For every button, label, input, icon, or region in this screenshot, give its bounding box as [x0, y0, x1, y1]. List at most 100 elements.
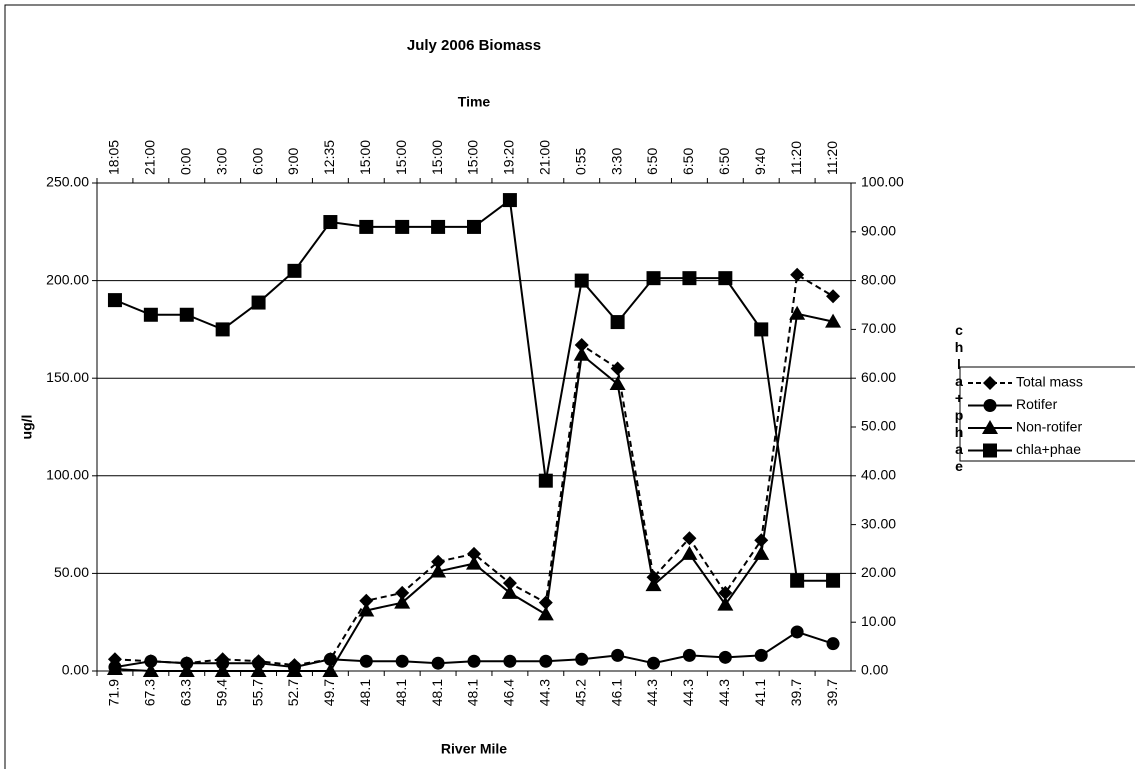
x-tick-label: 59.4	[213, 679, 229, 706]
marker-triangle	[501, 584, 518, 599]
marker-square	[107, 293, 122, 308]
marker-square	[502, 193, 517, 208]
marker-triangle	[825, 313, 842, 328]
marker-circle	[431, 656, 445, 670]
marker-circle	[144, 654, 158, 668]
y-tick-label: 250.00	[46, 174, 89, 190]
x-tick-label: 48.1	[393, 679, 409, 706]
marker-circle	[395, 654, 409, 668]
x2-axis-title: Time	[458, 94, 491, 110]
marker-square	[467, 219, 481, 234]
x-tick-label: 39.7	[788, 679, 804, 706]
marker-triangle	[789, 305, 806, 320]
marker-triangle	[609, 376, 626, 391]
x-tick-label: 45.2	[572, 679, 588, 706]
marker-diamond	[790, 267, 805, 282]
x-tick-label: 49.7	[321, 679, 337, 706]
series-line	[114, 198, 834, 582]
marker-triangle	[214, 663, 231, 677]
marker-square	[718, 271, 733, 286]
x-tick-label: 44.3	[680, 679, 696, 706]
x2-tick-label: 21:00	[537, 140, 553, 175]
marker-square	[646, 271, 661, 286]
marker-circle	[826, 637, 840, 651]
y2-tick-label: 80.00	[861, 271, 896, 287]
marker-diamond	[538, 595, 553, 610]
x2-tick-label: 3:30	[608, 148, 624, 175]
x2-tick-label: 15:00	[465, 140, 481, 175]
marker-triangle	[142, 663, 159, 677]
y-tick-label: 200.00	[46, 271, 89, 287]
y2-tick-label: 100.00	[861, 174, 904, 190]
marker-square	[538, 473, 553, 488]
x-tick-label: 67.3	[142, 679, 158, 706]
marker-circle	[647, 656, 661, 670]
x2-tick-label: 9:00	[285, 148, 301, 175]
y-tick-label: 150.00	[46, 369, 89, 385]
x-tick-label: 48.1	[429, 679, 445, 706]
marker-square	[431, 219, 446, 234]
marker-triangle	[106, 661, 123, 676]
x-tick-label: 46.4	[501, 679, 517, 706]
x2-tick-label: 6:50	[716, 148, 732, 175]
x2-tick-label: 0:55	[572, 148, 588, 175]
legend: Total mass Rotifer Non-rotifer chla+phae	[959, 366, 1135, 462]
marker-triangle	[358, 602, 375, 617]
marker-triangle	[753, 545, 770, 560]
marker-diamond	[718, 585, 733, 600]
marker-diamond	[983, 376, 997, 390]
x-tick-label: 44.3	[716, 679, 732, 706]
marker-circle	[503, 654, 517, 668]
marker-circle	[359, 654, 373, 668]
marker-triangle	[430, 563, 447, 578]
x2-tick-label: 12:35	[321, 140, 337, 175]
x-axis-title: River Mile	[441, 741, 507, 757]
marker-square	[287, 263, 302, 278]
marker-triangle	[982, 420, 998, 434]
y-tick-label: 100.00	[46, 467, 89, 483]
x2-tick-label: 15:00	[429, 140, 445, 175]
marker-diamond	[574, 338, 589, 353]
x-tick-label: 46.1	[608, 679, 624, 706]
marker-square	[359, 219, 374, 234]
y2-tick-label: 60.00	[861, 369, 896, 385]
y2-tick-label: 10.00	[861, 613, 896, 629]
x2-tick-label: 6:50	[680, 148, 696, 175]
marker-square	[215, 322, 230, 337]
y2-tick-label: 90.00	[861, 223, 896, 239]
legend-label: Non-rotifer	[1016, 419, 1082, 435]
marker-circle	[682, 648, 696, 662]
marker-diamond	[502, 576, 517, 591]
marker-diamond	[682, 531, 697, 546]
marker-circle	[718, 650, 732, 664]
x2-tick-label: 0:00	[177, 148, 193, 175]
marker-square	[179, 307, 194, 322]
legend-label: chla+phae	[1016, 441, 1081, 457]
y-tick-label: 50.00	[54, 564, 89, 580]
marker-diamond	[610, 361, 625, 376]
x-tick-label: 71.9	[106, 679, 122, 706]
marker-square	[143, 307, 158, 322]
marker-diamond	[826, 289, 841, 304]
legend-label: Total mass	[1016, 374, 1083, 390]
x-tick-label: 41.1	[752, 679, 768, 706]
y2-tick-label: 70.00	[861, 320, 896, 336]
marker-triangle	[645, 577, 662, 592]
x2-tick-label: 15:00	[393, 140, 409, 175]
x-tick-label: 39.7	[824, 679, 840, 706]
series-line	[114, 273, 834, 667]
y2-tick-label: 0.00	[861, 662, 888, 678]
marker-triangle	[250, 663, 267, 677]
marker-triangle	[717, 596, 734, 611]
marker-triangle	[394, 594, 411, 609]
x-tick-label: 44.3	[537, 679, 553, 706]
marker-circle	[983, 399, 997, 412]
marker-diamond	[467, 546, 481, 561]
legend-label: Rotifer	[1016, 396, 1058, 412]
marker-diamond	[359, 593, 374, 608]
marker-circle	[575, 652, 589, 666]
marker-triangle	[466, 555, 482, 570]
chart-frame	[4, 4, 1135, 769]
marker-circle	[790, 625, 804, 639]
